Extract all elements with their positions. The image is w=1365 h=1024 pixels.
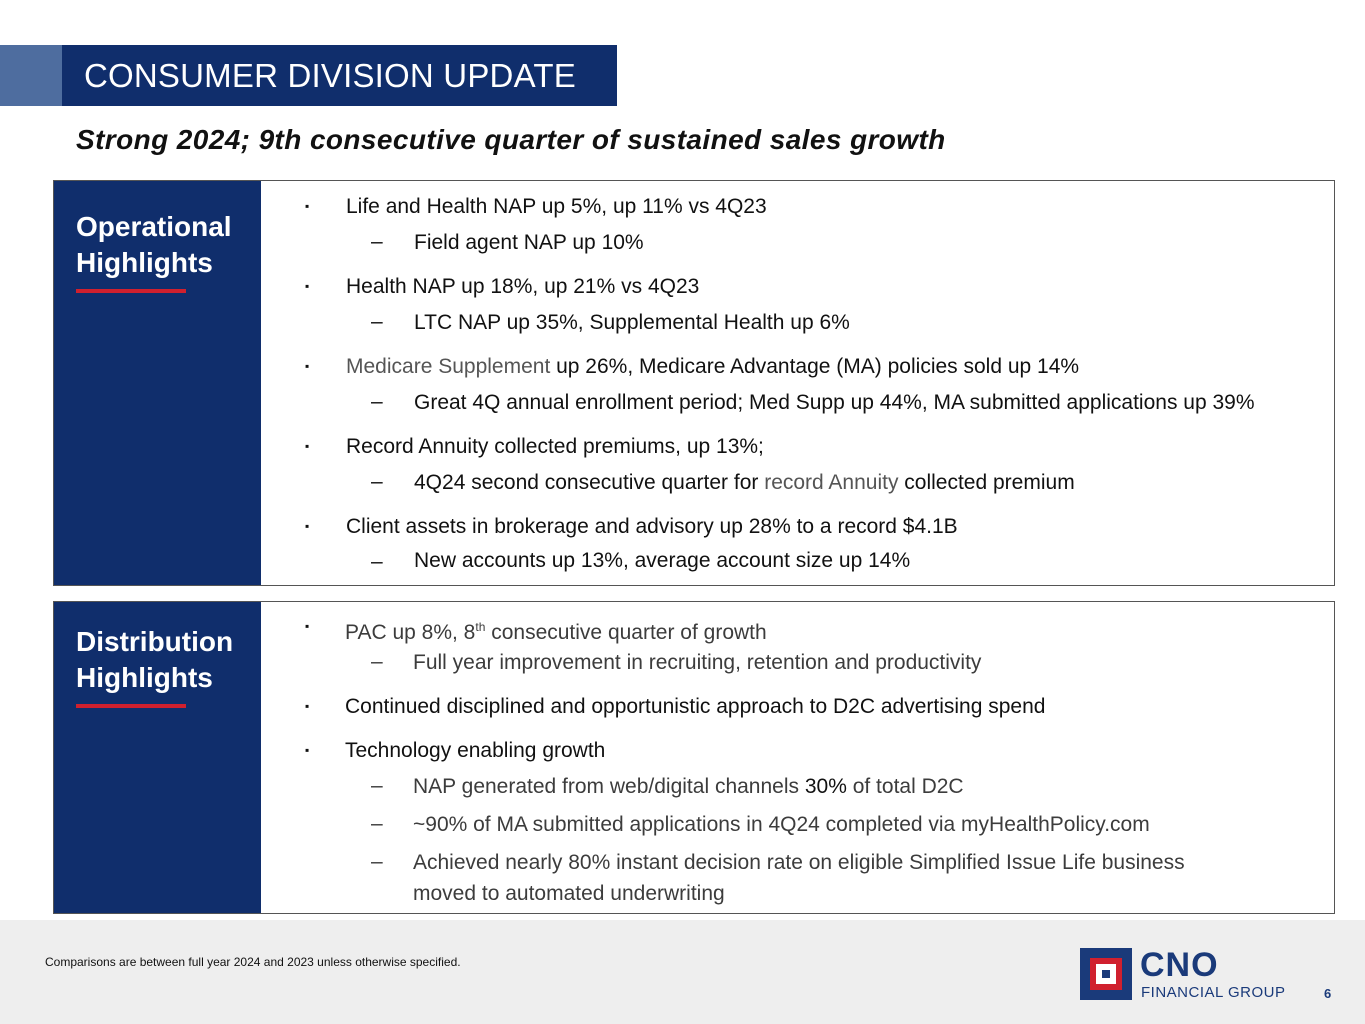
pac-text-a: PAC up 8%, 8 xyxy=(345,621,476,644)
list-item: PAC up 8%, 8th consecutive quarter of gr… xyxy=(345,614,767,646)
footer-band xyxy=(0,920,1365,1024)
operational-heading: Operational Highlights xyxy=(76,209,256,281)
list-item: Technology enabling growth xyxy=(345,739,606,762)
sub-list-item: Field agent NAP up 10% xyxy=(414,231,644,254)
bullet-icon: ▪ xyxy=(305,279,310,293)
medicare-text-rest: up 26%, Medicare Advantage (MA) policies… xyxy=(550,355,1080,378)
annuity-sub-prefix: 4Q24 second consecutive quarter for xyxy=(414,471,765,494)
list-item: Record Annuity collected premiums, up 13… xyxy=(346,435,764,458)
sub-list-item: NAP generated from web/digital channels … xyxy=(413,774,964,800)
list-item: Medicare Supplement up 26%, Medicare Adv… xyxy=(346,354,1079,380)
slide-subtitle: Strong 2024; 9th consecutive quarter of … xyxy=(76,124,946,155)
dash-icon: – xyxy=(371,550,383,573)
slide-title: CONSUMER DIVISION UPDATE xyxy=(62,45,617,106)
dash-icon: – xyxy=(371,310,383,333)
dash-icon: – xyxy=(371,470,383,493)
list-item: Client assets in brokerage and advisory … xyxy=(346,515,958,538)
bullet-icon: ▪ xyxy=(305,359,310,373)
distribution-heading: Distribution Highlights xyxy=(76,624,256,696)
dash-icon: – xyxy=(371,230,383,253)
nap-sub-suffix: of total D2C xyxy=(846,775,964,798)
bullet-icon: ▪ xyxy=(305,743,310,757)
operational-highlights-panel: Operational Highlights ▪ Life and Health… xyxy=(53,180,1335,586)
list-item: Life and Health NAP up 5%, up 11% vs 4Q2… xyxy=(346,195,767,218)
operational-bullets: ▪ Life and Health NAP up 5%, up 11% vs 4… xyxy=(261,181,1334,585)
title-accent-block xyxy=(0,45,62,106)
bullet-icon: ▪ xyxy=(305,199,310,213)
heading-underline xyxy=(76,289,186,293)
medicare-supplement-text: Medicare Supplement xyxy=(346,355,551,378)
distribution-sidebar: Distribution Highlights xyxy=(54,602,261,913)
distribution-heading-line1: Distribution xyxy=(76,626,234,657)
dash-icon: – xyxy=(371,812,383,835)
operational-sidebar: Operational Highlights xyxy=(54,181,261,585)
sub-list-item: Great 4Q annual enrollment period; Med S… xyxy=(414,391,1255,414)
sub-list-item: New accounts up 13%, average account siz… xyxy=(414,549,911,572)
sub-list-item: ~90% of MA submitted applications in 4Q2… xyxy=(413,813,1150,836)
sub-list-item: 4Q24 second consecutive quarter for reco… xyxy=(414,470,1075,496)
distribution-highlights-panel: Distribution Highlights ▪ PAC up 8%, 8th… xyxy=(53,601,1335,914)
sub-list-item: LTC NAP up 35%, Supplemental Health up 6… xyxy=(414,311,850,334)
dash-icon: – xyxy=(371,850,383,873)
bullet-icon: ▪ xyxy=(305,519,310,533)
pac-superscript: th xyxy=(475,620,486,634)
bullet-icon: ▪ xyxy=(305,439,310,453)
dash-icon: – xyxy=(371,390,383,413)
cno-logo-icon xyxy=(1080,948,1132,1000)
operational-heading-line2: Highlights xyxy=(76,247,213,278)
annuity-sub-suffix: collected premium xyxy=(898,471,1075,494)
bullet-icon: ▪ xyxy=(305,619,310,633)
logo-wordmark: CNO xyxy=(1140,946,1219,984)
annuity-sub-highlight: record Annuity xyxy=(764,471,899,494)
sub-list-item-continuation: moved to automated underwriting xyxy=(413,882,725,905)
footnote: Comparisons are between full year 2024 a… xyxy=(45,955,461,969)
distribution-bullets: ▪ PAC up 8%, 8th consecutive quarter of … xyxy=(261,602,1334,913)
list-item: Health NAP up 18%, up 21% vs 4Q23 xyxy=(346,275,700,298)
operational-heading-line1: Operational xyxy=(76,211,232,242)
pac-text-b: consecutive quarter of growth xyxy=(485,621,767,644)
sub-list-item: Full year improvement in recruiting, ret… xyxy=(413,651,982,674)
logo-subtitle: FINANCIAL GROUP xyxy=(1141,984,1286,1001)
page-number: 6 xyxy=(1324,986,1332,1001)
dash-icon: – xyxy=(371,650,383,673)
nap-sub-prefix: NAP generated from web/digital channels xyxy=(413,775,805,798)
list-item: Continued disciplined and opportunistic … xyxy=(345,695,1046,718)
nap-sub-highlight: 30% xyxy=(804,775,847,798)
heading-underline xyxy=(76,704,186,708)
dash-icon: – xyxy=(371,774,383,797)
sub-list-item: Achieved nearly 80% instant decision rat… xyxy=(413,851,1185,874)
bullet-icon: ▪ xyxy=(305,699,310,713)
distribution-heading-line2: Highlights xyxy=(76,662,213,693)
